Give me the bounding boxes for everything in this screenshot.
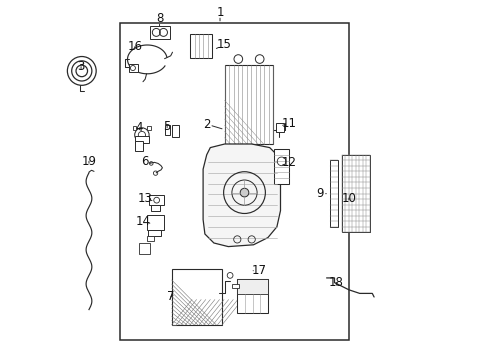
Bar [231, 284, 239, 288]
Bar [171, 269, 222, 325]
Bar [120, 23, 348, 340]
Text: 10: 10 [341, 192, 356, 204]
Bar [172, 125, 179, 137]
Bar [146, 215, 163, 230]
Bar [164, 125, 170, 135]
Text: 6: 6 [141, 155, 148, 168]
Text: 8: 8 [156, 12, 163, 25]
Text: 3: 3 [77, 60, 84, 73]
Text: 4: 4 [135, 121, 143, 134]
Bar [135, 141, 143, 151]
Circle shape [240, 188, 248, 197]
Text: 1: 1 [216, 6, 224, 19]
Bar [146, 126, 150, 130]
Text: 13: 13 [138, 192, 153, 205]
Bar [134, 136, 149, 143]
Bar [149, 26, 170, 39]
Bar [139, 243, 150, 254]
Text: 2: 2 [203, 118, 210, 131]
Bar [341, 155, 369, 232]
Text: 18: 18 [328, 276, 343, 289]
Bar [148, 230, 161, 236]
Text: 17: 17 [251, 264, 266, 277]
Text: 14: 14 [135, 215, 150, 228]
Polygon shape [203, 144, 280, 247]
Text: 19: 19 [81, 155, 96, 168]
Bar [237, 279, 267, 313]
Bar [151, 205, 160, 211]
Bar [274, 149, 288, 184]
Text: 9: 9 [316, 187, 323, 200]
Text: 5: 5 [163, 120, 170, 132]
Bar [133, 126, 136, 130]
Text: 16: 16 [127, 40, 142, 53]
Text: 7: 7 [166, 291, 174, 303]
Text: 11: 11 [282, 117, 296, 130]
Bar [224, 65, 273, 144]
Bar [149, 195, 163, 205]
Bar [190, 34, 212, 58]
Bar [128, 64, 137, 72]
Bar [276, 123, 284, 132]
Bar [146, 236, 154, 241]
Text: 15: 15 [216, 39, 231, 51]
Text: 12: 12 [282, 156, 296, 169]
Bar [237, 279, 267, 294]
Bar [329, 160, 337, 227]
